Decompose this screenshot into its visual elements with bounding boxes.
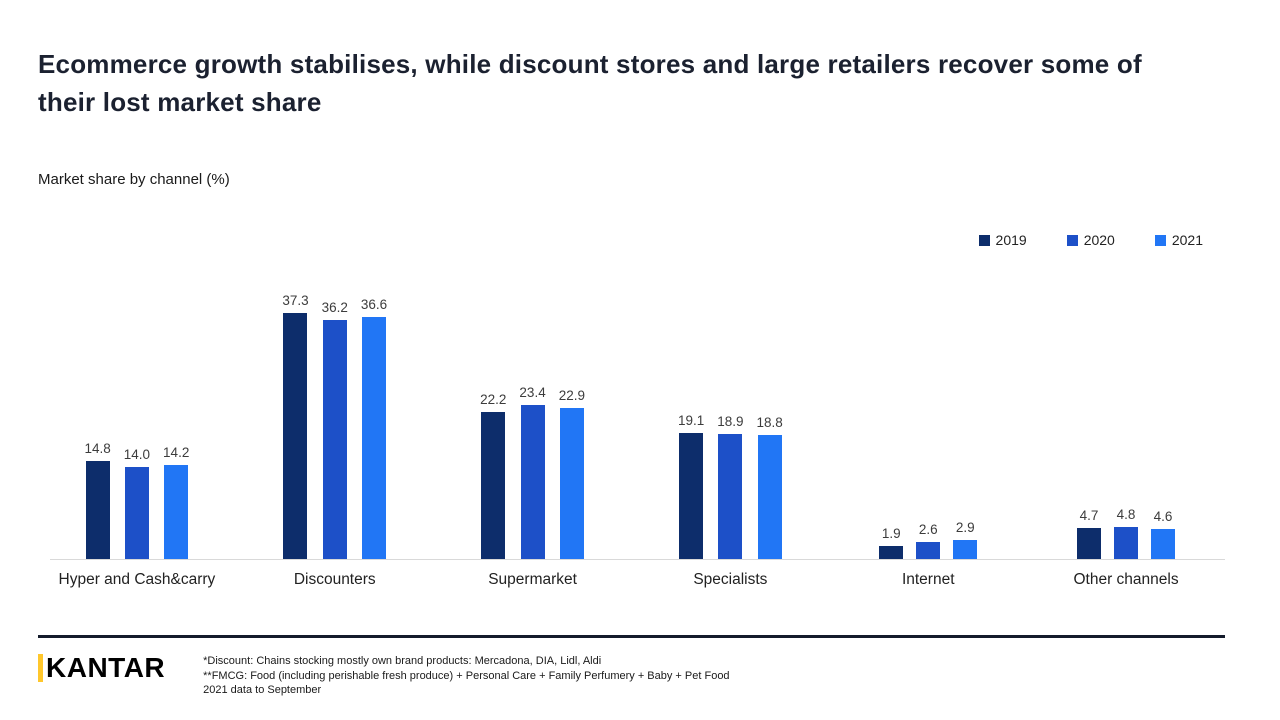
- footnote-line: **FMCG: Food (including perishable fresh…: [203, 669, 730, 682]
- bar-group: 14.8 14.0 14.2 Hyper and Cash&carry: [38, 254, 236, 589]
- logo-accent-bar: [38, 654, 43, 682]
- bar-column: 19.1: [678, 413, 704, 559]
- legend-item-2020: 2020: [1066, 232, 1115, 248]
- category-label: Specialists: [693, 571, 768, 588]
- x-axis-line: [50, 559, 1225, 560]
- bar-2020: [1114, 527, 1139, 559]
- bar-value-label: 19.1: [677, 413, 705, 428]
- category-label: Internet: [901, 571, 955, 588]
- kantar-logo: KANTAR: [38, 654, 165, 682]
- bar-2021: [757, 435, 782, 559]
- bar-value-label: 14.2: [163, 445, 190, 460]
- bar-2019: [879, 546, 904, 559]
- page-title: Ecommerce growth stabilises, while disco…: [38, 49, 1142, 117]
- bar-cluster: 14.8 14.0 14.2: [84, 254, 189, 559]
- bar-column: 22.9: [559, 388, 585, 559]
- bar-group: 37.3 36.2 36.6 Discounters: [236, 254, 434, 589]
- bar-2020: [718, 434, 743, 559]
- bar-groups: 14.8 14.0 14.2 Hyper and Cash&carry 37.3 36.2…: [38, 254, 1225, 589]
- chart-subtitle: Market share by channel (%): [38, 171, 230, 188]
- bar-column: 37.3: [282, 293, 309, 559]
- bar-2019: [283, 313, 308, 559]
- legend-swatch-2021: [1154, 234, 1166, 246]
- bar-column: 2.6: [916, 522, 941, 559]
- bar-cluster: 1.9 2.6 2.9: [879, 254, 978, 559]
- bar-2020: [520, 405, 545, 559]
- bar-value-label: 36.2: [321, 300, 348, 315]
- legend-label: 2019: [995, 232, 1027, 248]
- footnote-line: 2021 data to September: [203, 684, 322, 696]
- bar-column: 1.9: [879, 526, 904, 559]
- bar-2020: [322, 320, 347, 559]
- legend-swatch-2020: [1066, 234, 1078, 246]
- bar-column: 14.0: [124, 447, 150, 559]
- bar-value-label: 4.7: [1079, 508, 1099, 523]
- bar-value-label: 22.2: [480, 392, 507, 407]
- category-label: Supermarket: [488, 571, 577, 588]
- footer-divider: [38, 635, 1225, 638]
- bar-cluster: 22.2 23.4 22.9: [480, 254, 585, 559]
- bar-value-label: 14.0: [123, 447, 151, 462]
- logo-text: KANTAR: [46, 652, 166, 683]
- bar-column: 36.2: [322, 300, 348, 559]
- bar-group: 1.9 2.6 2.9 Internet: [829, 254, 1027, 589]
- bar-value-label: 36.6: [360, 297, 388, 312]
- bar-2019: [481, 412, 506, 559]
- bar-2019: [1077, 528, 1102, 559]
- footnote-line: *Discount: Chains stocking mostly own br…: [203, 655, 602, 667]
- bar-2019: [85, 461, 110, 559]
- bar-value-label: 37.3: [282, 293, 309, 308]
- bar-2020: [124, 467, 149, 559]
- bar-group: 4.7 4.8 4.6 Other channels: [1027, 254, 1225, 589]
- bar-2021: [559, 408, 584, 559]
- category-label: Hyper and Cash&carry: [58, 571, 216, 588]
- bar-2021: [953, 540, 978, 559]
- bar-value-label: 22.9: [558, 388, 585, 403]
- bar-cluster: 4.7 4.8 4.6: [1077, 254, 1176, 559]
- bar-group: 19.1 18.9 18.8 Specialists: [631, 254, 829, 589]
- bar-value-label: 4.6: [1153, 509, 1173, 524]
- legend-label: 2021: [1171, 232, 1203, 248]
- bar-column: 14.2: [163, 445, 189, 559]
- bar-value-label: 2.9: [955, 520, 975, 535]
- bar-column: 14.8: [84, 441, 111, 559]
- category-label: Discounters: [293, 571, 376, 588]
- footer: KANTAR *Discount: Chains stocking mostly…: [38, 654, 1225, 698]
- bar-column: 23.4: [519, 385, 546, 559]
- category-label: Other channels: [1073, 571, 1179, 588]
- bar-column: 22.2: [480, 392, 506, 559]
- bar-column: 4.7: [1077, 508, 1102, 559]
- bar-2021: [164, 465, 189, 559]
- bar-column: 4.8: [1114, 507, 1139, 559]
- bar-column: 18.9: [717, 414, 744, 559]
- bar-chart: 14.8 14.0 14.2 Hyper and Cash&carry 37.3 36.2…: [38, 254, 1225, 589]
- legend-item-2019: 2019: [978, 232, 1027, 248]
- bar-column: 4.6: [1151, 509, 1176, 559]
- footnotes: *Discount: Chains stocking mostly own br…: [203, 654, 729, 698]
- bar-column: 36.6: [361, 297, 387, 559]
- legend-label: 2020: [1083, 232, 1115, 248]
- bar-value-label: 23.4: [519, 385, 546, 400]
- bar-value-label: 18.9: [717, 414, 744, 429]
- bar-2021: [1151, 529, 1176, 559]
- bar-2020: [916, 542, 941, 559]
- chart-legend: 2019 2020 2021: [38, 232, 1225, 248]
- bar-column: 2.9: [953, 520, 978, 559]
- bar-value-label: 14.8: [84, 441, 111, 456]
- bar-group: 22.2 23.4 22.9 Supermarket: [434, 254, 632, 589]
- bar-value-label: 1.9: [881, 526, 901, 541]
- legend-item-2021: 2021: [1154, 232, 1203, 248]
- bar-value-label: 4.8: [1116, 507, 1136, 522]
- bar-cluster: 37.3 36.2 36.6: [282, 254, 387, 559]
- bar-column: 18.8: [757, 415, 783, 559]
- bar-2019: [679, 433, 704, 559]
- legend-swatch-2019: [978, 234, 990, 246]
- bar-cluster: 19.1 18.9 18.8: [678, 254, 783, 559]
- bar-2021: [362, 317, 387, 559]
- bar-value-label: 18.8: [756, 415, 783, 430]
- bar-value-label: 2.6: [918, 522, 938, 537]
